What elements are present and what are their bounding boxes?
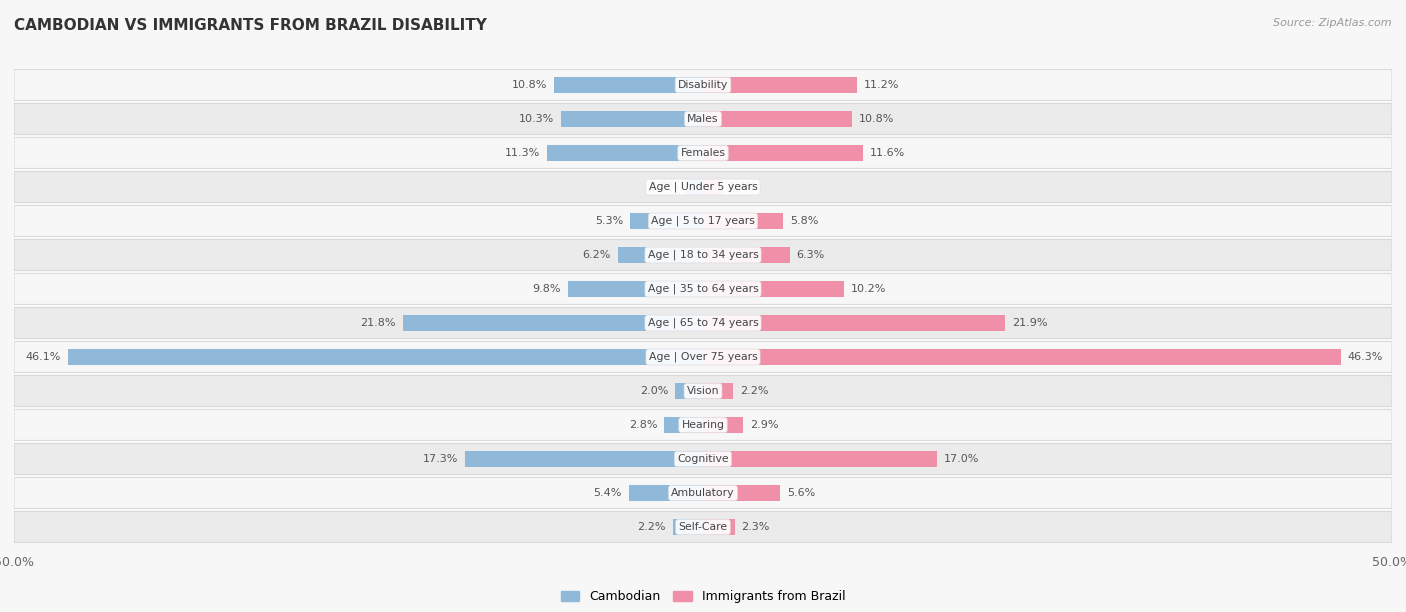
Text: 17.0%: 17.0% — [945, 454, 980, 464]
Bar — [675, 383, 703, 398]
Bar — [554, 77, 703, 92]
Text: 46.1%: 46.1% — [25, 352, 60, 362]
FancyBboxPatch shape — [14, 376, 1392, 406]
Text: 21.8%: 21.8% — [360, 318, 395, 328]
Bar — [703, 485, 780, 501]
Bar — [703, 179, 723, 195]
Bar — [703, 214, 783, 229]
Bar — [628, 485, 703, 501]
Text: Self-Care: Self-Care — [679, 522, 727, 532]
Text: 17.3%: 17.3% — [422, 454, 458, 464]
Bar — [703, 349, 1341, 365]
Text: Age | Under 5 years: Age | Under 5 years — [648, 182, 758, 192]
Bar — [703, 77, 858, 92]
FancyBboxPatch shape — [14, 274, 1392, 304]
Text: CAMBODIAN VS IMMIGRANTS FROM BRAZIL DISABILITY: CAMBODIAN VS IMMIGRANTS FROM BRAZIL DISA… — [14, 18, 486, 34]
Bar — [703, 282, 844, 297]
FancyBboxPatch shape — [14, 341, 1392, 372]
Text: 5.4%: 5.4% — [593, 488, 621, 498]
Text: Source: ZipAtlas.com: Source: ZipAtlas.com — [1274, 18, 1392, 28]
Text: 11.2%: 11.2% — [865, 80, 900, 90]
Text: Females: Females — [681, 148, 725, 158]
Bar — [464, 451, 703, 466]
Text: 10.3%: 10.3% — [519, 114, 554, 124]
FancyBboxPatch shape — [14, 172, 1392, 203]
Text: 5.6%: 5.6% — [787, 488, 815, 498]
Text: Age | 18 to 34 years: Age | 18 to 34 years — [648, 250, 758, 260]
Text: Males: Males — [688, 114, 718, 124]
FancyBboxPatch shape — [14, 308, 1392, 338]
Text: 10.2%: 10.2% — [851, 284, 886, 294]
Bar — [568, 282, 703, 297]
Bar — [686, 179, 703, 195]
Bar — [703, 451, 938, 466]
Bar — [703, 315, 1005, 330]
Text: Vision: Vision — [686, 386, 720, 396]
Text: 1.2%: 1.2% — [651, 182, 679, 192]
Text: 2.2%: 2.2% — [740, 386, 769, 396]
Text: 46.3%: 46.3% — [1348, 352, 1384, 362]
Bar — [672, 520, 703, 535]
Text: 2.3%: 2.3% — [741, 522, 770, 532]
FancyBboxPatch shape — [14, 103, 1392, 134]
Text: Age | 5 to 17 years: Age | 5 to 17 years — [651, 216, 755, 226]
Bar — [630, 214, 703, 229]
Text: 11.3%: 11.3% — [505, 148, 540, 158]
Bar — [703, 145, 863, 160]
Text: Ambulatory: Ambulatory — [671, 488, 735, 498]
Bar — [703, 417, 742, 433]
Text: 10.8%: 10.8% — [859, 114, 894, 124]
Text: 2.8%: 2.8% — [628, 420, 658, 430]
Text: 6.2%: 6.2% — [582, 250, 610, 260]
Text: Age | 35 to 64 years: Age | 35 to 64 years — [648, 284, 758, 294]
Text: 1.4%: 1.4% — [730, 182, 758, 192]
Text: 11.6%: 11.6% — [870, 148, 905, 158]
Text: Disability: Disability — [678, 80, 728, 90]
Text: Age | 65 to 74 years: Age | 65 to 74 years — [648, 318, 758, 328]
Bar — [703, 247, 790, 263]
Bar — [402, 315, 703, 330]
Text: 2.2%: 2.2% — [637, 522, 666, 532]
Bar — [665, 417, 703, 433]
Text: 5.3%: 5.3% — [595, 216, 623, 226]
Text: Age | Over 75 years: Age | Over 75 years — [648, 352, 758, 362]
Text: 21.9%: 21.9% — [1012, 318, 1047, 328]
Text: 10.8%: 10.8% — [512, 80, 547, 90]
Text: 2.0%: 2.0% — [640, 386, 669, 396]
Text: Hearing: Hearing — [682, 420, 724, 430]
Bar — [703, 520, 735, 535]
FancyBboxPatch shape — [14, 138, 1392, 168]
Bar — [561, 111, 703, 127]
Text: Cognitive: Cognitive — [678, 454, 728, 464]
Bar — [67, 349, 703, 365]
Bar — [617, 247, 703, 263]
FancyBboxPatch shape — [14, 409, 1392, 440]
FancyBboxPatch shape — [14, 444, 1392, 474]
Bar — [547, 145, 703, 160]
Text: 2.9%: 2.9% — [749, 420, 779, 430]
Bar — [703, 111, 852, 127]
FancyBboxPatch shape — [14, 478, 1392, 509]
FancyBboxPatch shape — [14, 206, 1392, 236]
FancyBboxPatch shape — [14, 512, 1392, 542]
Legend: Cambodian, Immigrants from Brazil: Cambodian, Immigrants from Brazil — [555, 585, 851, 608]
FancyBboxPatch shape — [14, 70, 1392, 100]
Text: 6.3%: 6.3% — [797, 250, 825, 260]
Text: 9.8%: 9.8% — [533, 284, 561, 294]
Bar — [703, 383, 734, 398]
Text: 5.8%: 5.8% — [790, 216, 818, 226]
FancyBboxPatch shape — [14, 240, 1392, 271]
